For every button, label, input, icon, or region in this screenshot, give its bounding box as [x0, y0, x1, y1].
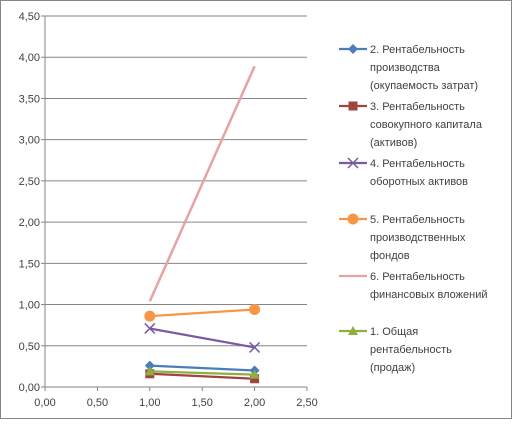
series-3 [144, 322, 261, 353]
legend-marker [348, 44, 358, 54]
series-line [149, 327, 255, 349]
y-tick-label: 3,00 [19, 135, 40, 147]
legend-label-line: производственных [370, 232, 466, 244]
legend-entry-6: 1. Общая рентабельность (продаж) [339, 326, 452, 374]
legend-marker [347, 213, 359, 225]
y-tick-label: 0,00 [19, 382, 40, 394]
legend-marker [348, 101, 358, 111]
legend-entry-3: 4. Рентабельность оборотных активов [339, 157, 468, 188]
legend-label-line: финансовых вложений [370, 289, 487, 301]
legend-label-line: 2. Рентабельность [370, 44, 465, 56]
legend-marker [347, 157, 359, 169]
legend-entry-5: 6. Рентабельность финансовых вложений [339, 271, 487, 301]
legend-label-line: 6. Рентабельность [370, 271, 465, 283]
series-6 [144, 366, 260, 379]
legend-label-line: 1. Общая [370, 326, 418, 338]
legend-label: 4. Рентабельность оборотных активов [370, 158, 468, 188]
data-point [144, 366, 155, 376]
x-tick-label: 0,50 [87, 397, 108, 409]
legend-label-line: 4. Рентабельность [370, 158, 465, 170]
y-tick-label: 4,00 [19, 52, 40, 64]
series-line [148, 65, 256, 302]
x-tick-label: 2,00 [244, 397, 265, 409]
x-tick-label: 1,50 [191, 397, 212, 409]
y-tick-label: 1,50 [19, 258, 40, 270]
y-tick-label: 2,00 [19, 217, 40, 229]
marker-x-stroke [347, 157, 359, 169]
legend-label: 2. Рентабельность производства (окупаемост… [370, 44, 478, 92]
y-tick-label: 0,50 [19, 341, 40, 353]
x-tick-label: 2,50 [296, 397, 317, 409]
legend-marker [348, 326, 358, 335]
series-1 [144, 360, 260, 376]
y-tick-label: 2,50 [19, 176, 40, 188]
legend-label-line: (окупаемость затрат) [370, 80, 478, 92]
series-line [149, 370, 255, 376]
data-point [144, 360, 155, 371]
series-line [149, 372, 255, 380]
legend-label: 6. Рентабельность финансовых вложений [370, 271, 487, 301]
legend-entry-4: 5. Рентабельность производственных фондов [339, 213, 466, 262]
y-tick-label: 3,50 [19, 93, 40, 105]
grid-layer [45, 15, 307, 347]
series-4 [144, 304, 261, 322]
legend-label-line: рентабельность [370, 344, 452, 356]
legend-layer: 2. Рентабельность производства (окупаемост… [339, 44, 487, 374]
data-point [249, 341, 261, 353]
marker-x-stroke [249, 341, 261, 353]
legend-label: 1. Общая рентабельность (продаж) [370, 326, 452, 374]
legend-label-line: оборотных активов [370, 176, 468, 188]
x-tick-label: 1,00 [139, 397, 160, 409]
x-tick-label: 0,00 [34, 397, 55, 409]
legend-entry-1: 2. Рентабельность производства (окупаемост… [339, 44, 478, 92]
legend-label-line: (активов) [370, 137, 417, 149]
legend-label: 3. Рентабельность совокупного капитала (ак… [370, 101, 483, 149]
data-point [249, 304, 261, 316]
series-5 [148, 65, 256, 302]
marker-x-stroke [144, 322, 156, 334]
data-point [144, 322, 156, 334]
y-tick-label: 1,00 [19, 300, 40, 312]
legend-label-line: 3. Рентабельность [370, 101, 465, 113]
legend-label-line: производства [370, 62, 441, 74]
legend-label-line: 5. Рентабельность [370, 214, 465, 226]
y-tick-label: 4,50 [19, 11, 40, 23]
legend-entry-2: 3. Рентабельность совокупного капитала (ак… [339, 101, 483, 149]
legend-label-line: фондов [370, 250, 410, 262]
series-line [149, 364, 255, 372]
legend-label-line: совокупного капитала [370, 119, 483, 131]
data-point [249, 369, 260, 379]
series-line [149, 308, 255, 318]
data-point [144, 310, 156, 322]
series-layer [144, 65, 261, 384]
axis-layer: 0,00 0,50 1,00 1,50 2,00 2,50 3,00 3,50 4,00 4,50… [19, 11, 318, 409]
legend-label: 5. Рентабельность производственных фондов [370, 214, 466, 262]
legend-label-line: (продаж) [370, 362, 415, 374]
data-point [250, 374, 260, 384]
